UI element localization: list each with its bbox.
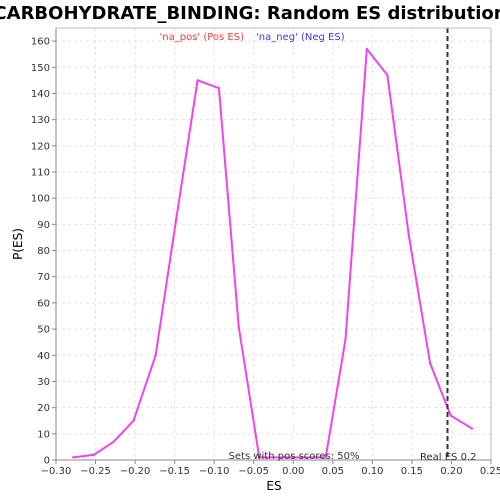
x-tick-label: 0.00 — [282, 466, 304, 477]
data-point — [132, 419, 135, 422]
y-tick-label: 50 — [37, 325, 50, 336]
y-tick-label: 140 — [31, 89, 50, 100]
y-tick-label: 0 — [44, 456, 50, 467]
y-tick-label: 110 — [31, 168, 50, 179]
axes — [52, 27, 492, 464]
x-axis-label: ES — [266, 479, 281, 493]
data-point — [324, 456, 327, 459]
y-tick-label: 100 — [31, 194, 50, 205]
x-tick-label: −0.05 — [238, 466, 269, 477]
legend-entry-pos: 'na_pos' (Pos ES) — [160, 32, 245, 43]
data-point — [72, 456, 75, 459]
legend-entry-neg: 'na_neg' (Neg ES) — [256, 32, 345, 43]
data-point — [196, 79, 199, 82]
x-tick-label: −0.30 — [41, 466, 72, 477]
x-tick-label: −0.15 — [159, 466, 190, 477]
plot-background — [56, 28, 491, 460]
y-tick-label: 120 — [31, 141, 50, 152]
y-tick-label: 10 — [37, 429, 50, 440]
y-tick-label: 150 — [31, 63, 50, 74]
chart-title: CARBOHYDRATE_BINDING: Random ES distribu… — [0, 3, 500, 24]
x-tick-label: 0.20 — [440, 466, 462, 477]
data-point — [92, 453, 96, 456]
plot-area — [56, 28, 491, 460]
data-point — [237, 325, 240, 328]
y-tick-label: 60 — [37, 298, 50, 309]
x-tick-label: −0.20 — [120, 466, 151, 477]
y-tick-label: 40 — [37, 351, 50, 362]
x-tick-label: −0.10 — [199, 466, 230, 477]
x-tick-label: 0.10 — [361, 466, 383, 477]
x-tick-label: 0.05 — [322, 466, 344, 477]
y-tick-label: 80 — [37, 246, 50, 257]
data-point — [449, 414, 452, 417]
x-tick-label: 0.15 — [401, 466, 423, 477]
data-point — [407, 233, 410, 237]
y-tick-label: 70 — [37, 272, 50, 283]
data-point — [365, 47, 369, 51]
x-tick-labels: −0.30 −0.25 −0.20 −0.15 −0.10 −0.05 0.00 0.05 0.… — [41, 466, 500, 477]
data-point — [112, 440, 115, 443]
y-tick-labels: 0 10 20 30 40 50 60 70 80 90 100 110 120 130 140 150 160 — [31, 37, 50, 467]
y-axis-label: P(ES) — [11, 228, 25, 260]
pos-scores-annotation: Sets with pos scores: 50% — [229, 451, 360, 462]
x-tick-label: −0.25 — [80, 466, 111, 477]
real-es-label: Real ES 0.2 — [420, 452, 476, 463]
x-tick-label: 0.25 — [480, 466, 500, 477]
y-tick-label: 130 — [31, 115, 50, 126]
y-tick-label: 30 — [37, 377, 50, 388]
data-point — [258, 456, 261, 459]
y-tick-label: 160 — [31, 37, 50, 48]
y-tick-label: 20 — [37, 403, 50, 414]
data-point — [386, 73, 389, 77]
series-group — [72, 47, 474, 459]
series-line — [73, 47, 473, 459]
y-tick-label: 90 — [37, 220, 50, 231]
data-point — [217, 87, 221, 90]
data-point — [175, 217, 178, 221]
data-point — [428, 361, 432, 365]
data-point — [470, 427, 474, 430]
legend: 'na_pos' (Pos ES) 'na_neg' (Neg ES) — [160, 32, 345, 43]
data-point — [344, 338, 347, 341]
data-point — [154, 354, 157, 357]
